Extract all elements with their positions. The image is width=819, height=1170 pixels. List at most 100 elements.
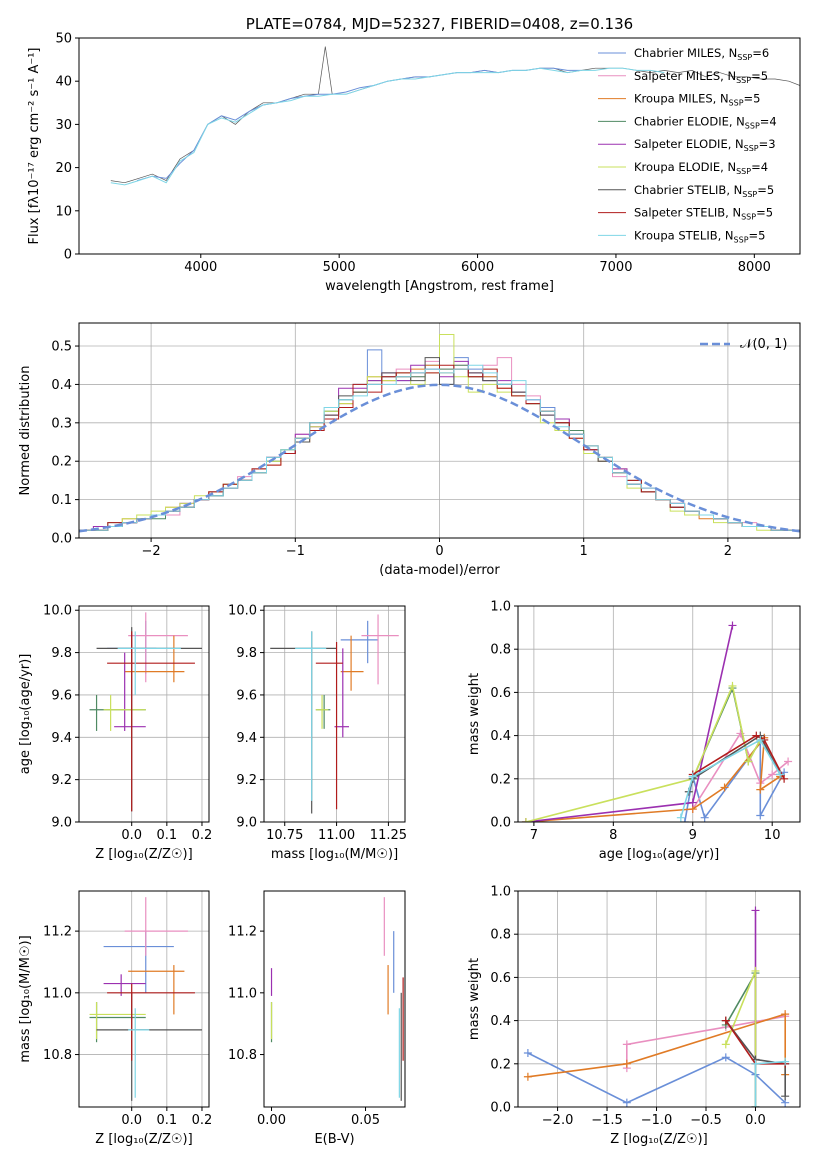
y-tick-label: 10.0 (228, 604, 257, 619)
plot-area (89, 612, 202, 812)
errorbar-point (89, 1002, 146, 1040)
plus-marker (751, 966, 760, 975)
plot-area (89, 897, 202, 1101)
legend-label-main: Chabrier ELODIE, N (634, 114, 745, 128)
spectrum-line-kroupa-stelib (110, 67, 665, 186)
panel-residuals: −2 −1 0 1 2 0.0 0.1 0.2 0.3 0.4 0.5 (data-model)/er… (18, 322, 801, 578)
plus-marker (744, 757, 753, 766)
panel-age_vs_mass: 10.75 11.00 11.25 9.0 9.2 9.4 9.6 9.8 10.0 mass [… (228, 604, 407, 862)
x-tick-label: −1.0 (641, 1113, 673, 1128)
plus-marker (700, 813, 709, 822)
legend: 𝒩(0, 1) (700, 337, 787, 352)
plus-marker (751, 1059, 760, 1068)
errorbar-point (340, 635, 364, 691)
legend-label-main: Chabrier MILES, N (634, 46, 737, 60)
panel-mass_weight_vs_Z: −2.0 −1.5 −1.0 −0.5 0.0 0.0 0.2 0.4 0.6 0.8 1.0 Z [… (467, 885, 801, 1147)
errorbar-point (124, 897, 188, 956)
axes-frame (263, 605, 406, 823)
legend-label-main: Kroupa STELIB, N (634, 228, 734, 242)
plot-area (523, 906, 790, 1107)
x-tick-label: 10.75 (266, 828, 303, 843)
plus-marker (756, 785, 765, 794)
errorbar-point (315, 694, 329, 729)
plot-area (110, 46, 800, 186)
x-tick-label: 4000 (184, 260, 217, 275)
plus-marker (721, 1053, 730, 1062)
legend-label: Kroupa ELODIE, NSSP=4 (634, 160, 768, 176)
y-tick-label: 10.8 (43, 1048, 72, 1063)
legend-label-suffix: =5 (749, 228, 766, 242)
weight-line-kroupa-miles (527, 1013, 787, 1078)
y-axis-label: Normed distribution (18, 366, 33, 496)
y-tick-label: 0.5 (51, 340, 72, 355)
axes: 10.75 11.00 11.25 9.0 9.2 9.4 9.6 9.8 10.0 mass [… (228, 604, 407, 862)
weight-line-kroupa-stelib (680, 738, 781, 818)
y-tick-label: 0 (64, 248, 72, 263)
plus-marker (680, 818, 689, 822)
plus-marker (720, 783, 729, 792)
y-tick-label: 9.8 (51, 646, 72, 661)
x-tick-label: 8 (609, 828, 617, 843)
y-tick-label: 11.2 (43, 925, 72, 940)
x-tick-label: 0 (435, 544, 443, 559)
plus-marker (622, 1098, 631, 1107)
x-tick-label: 0.1 (156, 828, 177, 843)
legend-label-main: Kroupa MILES, N (634, 92, 729, 106)
legend-label: 𝒩(0, 1) (740, 337, 787, 352)
plus-marker (688, 772, 697, 781)
x-tick-label: 7 (530, 828, 538, 843)
legend-label-sub: SSP (736, 167, 751, 176)
x-tick-label: 8000 (738, 260, 771, 275)
y-tick-label: 9.8 (236, 646, 257, 661)
errorbar-point (117, 631, 181, 695)
y-tick-label: 11.0 (43, 986, 72, 1001)
y-tick-label: 0.6 (490, 686, 511, 701)
axes: 0.00 0.05 10.8 11.0 11.2 E(B-V) (228, 890, 406, 1147)
y-tick-label: 10.8 (228, 1048, 257, 1063)
legend-label-suffix: =5 (757, 183, 774, 197)
x-tick-label: −2 (142, 544, 161, 559)
x-tick-label: 0.0 (121, 828, 142, 843)
y-tick-label: 40 (55, 75, 72, 90)
plus-marker (756, 811, 765, 820)
grid-lines (264, 606, 405, 823)
y-tick-label: 9.6 (51, 688, 72, 703)
y-tick-label: 0.8 (490, 928, 511, 943)
y-tick-label: 11.2 (228, 925, 257, 940)
grid-lines (79, 606, 209, 823)
plus-marker (523, 1072, 532, 1081)
plus-marker (781, 1092, 790, 1101)
legend-label-main: Salpeter STELIB, N (634, 206, 741, 220)
plus-marker (721, 1040, 730, 1049)
y-tick-label: 1.0 (490, 885, 511, 900)
legend-label-suffix: =5 (751, 69, 768, 83)
x-tick-label: 11.25 (370, 828, 407, 843)
x-tick-label: −1.5 (591, 1113, 623, 1128)
y-tick-label: 11.0 (228, 986, 257, 1001)
y-tick-label: 0.4 (490, 729, 511, 744)
y-tick-label: 9.2 (51, 773, 72, 788)
y-tick-label: 50 (55, 32, 72, 47)
plus-marker (676, 813, 685, 822)
x-tick-label: 5000 (323, 260, 356, 275)
axes-frame (78, 890, 210, 1108)
plus-marker (768, 770, 777, 779)
panel-mass_vs_Z: 0.0 0.1 0.2 10.8 11.0 11.2 Z [log₁₀(Z/Z☉)] mass… (18, 890, 212, 1147)
legend-label-suffix: =3 (759, 137, 776, 151)
plus-marker (784, 757, 793, 766)
y-tick-label: 9.2 (236, 773, 257, 788)
plus-marker (751, 1103, 760, 1107)
legend-label: Chabrier ELODIE, NSSP=4 (634, 114, 777, 130)
grid-lines (79, 891, 209, 1107)
axes-frame (78, 37, 801, 255)
x-tick-label: −1 (286, 544, 305, 559)
y-tick-label: 0.6 (490, 971, 511, 986)
plus-marker (523, 1049, 532, 1057)
x-axis-label: (data-model)/error (379, 563, 500, 578)
x-tick-label: 0.2 (192, 828, 213, 843)
plot-area (270, 614, 399, 814)
y-tick-label: 0.4 (51, 378, 72, 393)
y-tick-label: 30 (55, 118, 72, 133)
axes-frame (517, 890, 801, 1108)
